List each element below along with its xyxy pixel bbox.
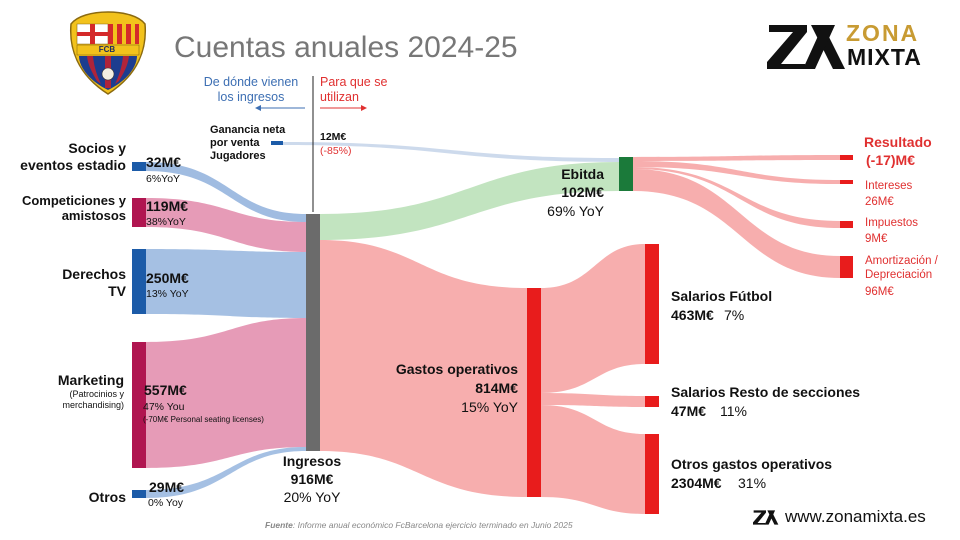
node-otros-gastos	[645, 434, 659, 514]
source-competiciones-value: 119M€	[146, 198, 189, 214]
flow-socios	[146, 162, 306, 222]
source-socios-label: Socios y eventos estadio	[20, 140, 126, 173]
source-marketing-value: 557M€	[144, 382, 187, 398]
amortizacion-value: 96M€	[865, 286, 894, 298]
flow-otros-gastos	[541, 405, 645, 514]
node-ingresos	[306, 214, 320, 451]
flow-intereses	[633, 161, 840, 184]
flow-derechos-tv	[146, 249, 306, 318]
otros-gastos-value: 2304M€	[671, 475, 722, 491]
source-marketing-sub: (Patrocinios y merchandising)	[62, 389, 124, 410]
flow-ebitda	[320, 162, 619, 240]
ebitda-note: 69% YoY	[547, 203, 604, 219]
page-title: Cuentas anuales 2024-25	[174, 31, 518, 64]
node-marketing	[132, 342, 146, 468]
gastos-value: 814M€	[475, 380, 518, 396]
salarios-futbol-note: 7%	[724, 307, 745, 323]
node-otros	[132, 490, 146, 498]
resultado-value: (-17)M€	[866, 152, 916, 168]
source-note: Fuente: Informe anual económico FcBarcel…	[265, 520, 573, 530]
flow-amortizacion	[633, 169, 840, 278]
source-otros-label: Otros	[88, 489, 126, 505]
source-competiciones-note: 38%YoY	[146, 216, 186, 228]
resultado-label: Resultado	[864, 134, 932, 150]
source-note-text: : Informe anual económico FcBarcelona ej…	[292, 520, 573, 530]
flow-otros	[146, 447, 306, 498]
ebitda-value: 102M€	[561, 184, 604, 200]
source-marketing-note: 47% You	[143, 401, 185, 413]
fcb-crest-logo	[69, 11, 147, 95]
flow-salarios-resto	[541, 393, 645, 407]
source-derechos-tv-value: 250M€	[146, 270, 189, 286]
flow-competiciones	[146, 198, 306, 252]
crest-text: FCB	[98, 45, 116, 54]
arrow-right-icon	[320, 105, 367, 111]
source-derechos-tv-note: 13% YoY	[146, 288, 189, 300]
flow-salarios-futbol	[541, 244, 645, 393]
flow-impuestos	[633, 167, 840, 228]
player-sales-note: (-85%)	[320, 145, 352, 157]
source-marketing-extra: (-70M€ Personal seating licenses)	[143, 415, 264, 424]
flow-venta-jugadores	[283, 142, 619, 162]
node-resultado	[840, 155, 853, 160]
node-derechos-tv	[132, 249, 146, 314]
brand-top: ZONA	[846, 20, 920, 46]
brand-bottom: MIXTA	[847, 44, 922, 70]
flow-gastos	[320, 240, 527, 497]
node-venta-jugadores	[271, 141, 283, 145]
flow-resultado	[633, 155, 840, 161]
node-intereses	[840, 180, 853, 184]
source-note-label: Fuente	[265, 520, 293, 530]
impuestos-value: 9M€	[865, 233, 888, 245]
website-link[interactable]: www.zonamixta.es	[785, 507, 926, 526]
player-sales-label: Ganancia neta por venta Jugadores	[210, 124, 286, 162]
intereses-value: 26M€	[865, 196, 894, 208]
node-amortizacion	[840, 256, 853, 278]
salarios-futbol-label: Salarios Fútbol	[671, 288, 773, 304]
node-competiciones	[132, 198, 146, 227]
ingresos-value: 916M€	[290, 471, 334, 487]
node-ebitda	[619, 157, 633, 191]
source-otros-value: 29M€	[149, 479, 185, 495]
source-competiciones-label: Competiciones y amistosos	[21, 193, 126, 224]
node-salarios-futbol	[645, 244, 659, 364]
otros-gastos-note: 31%	[738, 475, 767, 491]
ebitda-label: Ebitda	[561, 166, 604, 182]
impuestos-label: Impuestos	[865, 217, 919, 229]
gastos-note: 15% YoY	[461, 399, 518, 415]
source-socios-note: 6%YoY	[146, 173, 181, 185]
zonamixta-logo-icon	[767, 25, 845, 69]
source-otros-note: 0% Yoy	[148, 497, 184, 509]
direction-left-label: De dónde vienen los ingresos	[203, 75, 299, 104]
node-impuestos	[840, 221, 853, 228]
salarios-resto-value: 47M€	[671, 403, 707, 419]
salarios-futbol-value: 463M€	[671, 307, 714, 323]
gastos-label: Gastos operativos	[395, 361, 518, 377]
ingresos-note: 20% YoY	[283, 489, 341, 505]
amortizacion-label: Amortización / Depreciación	[865, 255, 938, 281]
direction-right-label: Para que se utilizan	[320, 75, 388, 104]
salarios-resto-label: Salarios Resto de secciones	[671, 384, 861, 400]
ingresos-label: Ingresos	[282, 453, 342, 469]
node-salarios-resto	[645, 396, 659, 407]
otros-gastos-label: Otros gastos operativos	[671, 456, 833, 472]
source-derechos-tv-label: Derechos TV	[62, 266, 126, 299]
source-marketing-label: Marketing	[57, 372, 124, 388]
node-socios	[132, 162, 146, 171]
player-sales-value: 12M€	[320, 131, 347, 143]
node-gastos	[527, 288, 541, 497]
zonamixta-small-icon	[753, 510, 779, 525]
intereses-label: Intereses	[865, 180, 913, 192]
salarios-resto-note: 11%	[720, 403, 747, 419]
flow-marketing	[146, 318, 306, 468]
source-socios-value: 32M€	[146, 154, 182, 170]
arrow-left-icon	[255, 105, 305, 111]
